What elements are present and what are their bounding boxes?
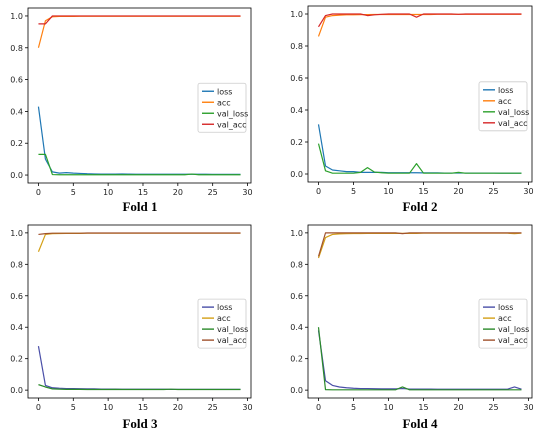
fold-2-series-val-loss-line — [317, 143, 522, 174]
fold-4-legend-label-val-acc: val_acc — [498, 336, 528, 345]
fold-2-ytick-label: 0.0 — [290, 170, 303, 179]
fold-4-legend-label-loss: loss — [498, 303, 513, 312]
fold-2-xtick-label: 0 — [316, 187, 321, 196]
fold-3-plot: 0 5 10 15 20 25 30 0.0 0.2 0.4 0.6 0.8 1.0 loss acc val… — [10, 224, 253, 412]
fold-1-ytick-label: 0.4 — [10, 107, 23, 116]
fold-3-axes-frame — [27, 224, 252, 399]
fold-3-series-val-acc-line — [38, 232, 241, 236]
fold-2-legend-label-val-loss: val_loss — [498, 108, 529, 117]
fold-1-panel: 0 5 10 15 20 25 30 0.0 0.2 0.4 0.6 0.8 1.0 loss acc val… — [10, 7, 253, 214]
fold-4-axes-frame — [307, 224, 533, 399]
fold-4-ytick-label: 0.4 — [290, 323, 303, 332]
fold-4-series-val-loss-line — [317, 327, 522, 391]
fold-4-xtick-label: 10 — [383, 403, 393, 412]
fold-2-xtick-label: 20 — [453, 187, 463, 196]
fold-3-ytick-label: 0.8 — [10, 260, 23, 269]
fold-4-xtick-label: 25 — [488, 403, 498, 412]
fold-2-xtick-label: 25 — [488, 187, 498, 196]
fold-2-xtick-label: 15 — [418, 187, 428, 196]
fold-4-legend-box — [478, 298, 528, 349]
fold-2-axes-frame — [307, 5, 533, 183]
fold-3-xtick-label: 0 — [36, 403, 41, 412]
fold-1-legend-label-val-loss: val_loss — [217, 109, 248, 118]
fold-2-ytick-label: 0.6 — [290, 74, 303, 83]
fold-2-ytick-label: 1.0 — [290, 10, 303, 19]
fold-2-xtick-label: 5 — [351, 187, 356, 196]
fold-1-ytick-label: 0.2 — [10, 139, 23, 148]
fold-2-caption: Fold 2 — [402, 199, 437, 214]
fold-1-legend-label-val-acc: val_acc — [217, 120, 247, 129]
fold-2-ytick-label: 0.4 — [290, 106, 303, 115]
fold-3-ytick-label: 0.6 — [10, 292, 23, 301]
fold-3-xtick-label: 30 — [242, 403, 252, 412]
fold-3-xtick-label: 5 — [71, 403, 76, 412]
fold-1-xtick-label: 15 — [138, 188, 148, 197]
fold-3-legend-label-loss: loss — [217, 303, 232, 312]
fold-2-legend-label-acc: acc — [498, 97, 512, 106]
fold-2-series-val-acc-line — [317, 13, 522, 28]
fold-2-xtick-label: 30 — [523, 187, 533, 196]
fold-3-xtick-label: 10 — [103, 403, 113, 412]
fold-4-legend-label-val-loss: val_loss — [498, 325, 529, 334]
fold-3-ytick-label: 0.0 — [10, 386, 23, 395]
fold-4-legend-label-acc: acc — [498, 314, 512, 323]
fold-3-legend-label-val-loss: val_loss — [217, 325, 248, 334]
fold-3-legend-box — [197, 298, 247, 349]
fold-1-caption: Fold 1 — [122, 199, 157, 214]
fold-1-ytick-label: 0.8 — [10, 44, 23, 53]
fold-1-plot: 0 5 10 15 20 25 30 0.0 0.2 0.4 0.6 0.8 1.0 loss acc val… — [10, 7, 253, 197]
fold-4-series-val-acc-line — [317, 232, 522, 257]
fold-1-ytick-label: 0.6 — [10, 76, 23, 85]
fold-1-axes-frame — [27, 7, 252, 184]
fold-1-xtick-label: 30 — [242, 188, 252, 197]
fold-4-xtick-label: 30 — [523, 403, 533, 412]
fold-3-panel: 0 5 10 15 20 25 30 0.0 0.2 0.4 0.6 0.8 1.0 loss acc val… — [10, 224, 253, 431]
fold-4-xtick-label: 15 — [418, 403, 428, 412]
fold-4-ytick-label: 1.0 — [290, 229, 303, 238]
fold-2-legend-label-val-acc: val_acc — [498, 119, 528, 128]
fold-3-legend-label-acc: acc — [217, 314, 231, 323]
fold-3-ytick-label: 1.0 — [10, 229, 23, 238]
fold-4-xtick-label: 5 — [351, 403, 356, 412]
fold-1-ytick-label: 1.0 — [10, 12, 23, 21]
fold-2-ytick-label: 0.8 — [290, 42, 303, 51]
fold-4-caption: Fold 4 — [402, 416, 438, 431]
fold-3-ytick-label: 0.4 — [10, 323, 23, 332]
fold-1-xtick-label: 5 — [71, 188, 76, 197]
fold-4-ytick-label: 0.8 — [290, 260, 303, 269]
fold-4-xtick-label: 20 — [453, 403, 463, 412]
fold-3-series-val-loss-line — [38, 384, 241, 391]
fold-3-caption: Fold 3 — [122, 416, 158, 431]
fold-2-panel: 0 5 10 15 20 25 30 0.0 0.2 0.4 0.6 0.8 1.0 loss acc val… — [290, 5, 534, 214]
fold-3-legend-label-val-acc: val_acc — [217, 336, 247, 345]
fold-1-xtick-label: 10 — [103, 188, 113, 197]
fold-1-xtick-label: 0 — [36, 188, 41, 197]
fold-4-plot: 0 5 10 15 20 25 30 0.0 0.2 0.4 0.6 0.8 1.0 loss acc val… — [290, 224, 534, 412]
fold-2-legend-label-loss: loss — [498, 86, 513, 95]
fold-3-ytick-label: 0.2 — [10, 355, 23, 364]
fold-4-ytick-label: 0.6 — [290, 292, 303, 301]
fold-4-panel: 0 5 10 15 20 25 30 0.0 0.2 0.4 0.6 0.8 1.0 loss acc val… — [290, 224, 534, 431]
fold-2-legend-box — [478, 81, 528, 132]
fold-3-xtick-label: 15 — [138, 403, 148, 412]
fold-2-plot: 0 5 10 15 20 25 30 0.0 0.2 0.4 0.6 0.8 1.0 loss acc val… — [290, 5, 534, 196]
fold-1-ytick-label: 0.0 — [10, 171, 23, 180]
fold-1-series-val-loss-line — [38, 153, 241, 176]
fold-3-xtick-label: 25 — [208, 403, 218, 412]
fold-2-ytick-label: 0.2 — [290, 138, 303, 147]
fold-1-legend-box — [197, 82, 247, 133]
fold-3-xtick-label: 20 — [173, 403, 183, 412]
fold-1-legend-label-acc: acc — [217, 98, 231, 107]
fold-2-xtick-label: 10 — [383, 187, 393, 196]
fold-1-xtick-label: 20 — [173, 188, 183, 197]
fold-4-xtick-label: 0 — [316, 403, 321, 412]
fold-1-series-val-acc-line — [38, 15, 241, 25]
fold-4-ytick-label: 0.2 — [290, 355, 303, 364]
fold-1-xtick-label: 25 — [208, 188, 218, 197]
fold-1-legend-label-loss: loss — [217, 87, 232, 96]
fold-4-ytick-label: 0.0 — [290, 386, 303, 395]
fold-4-series-loss-line — [317, 330, 522, 390]
